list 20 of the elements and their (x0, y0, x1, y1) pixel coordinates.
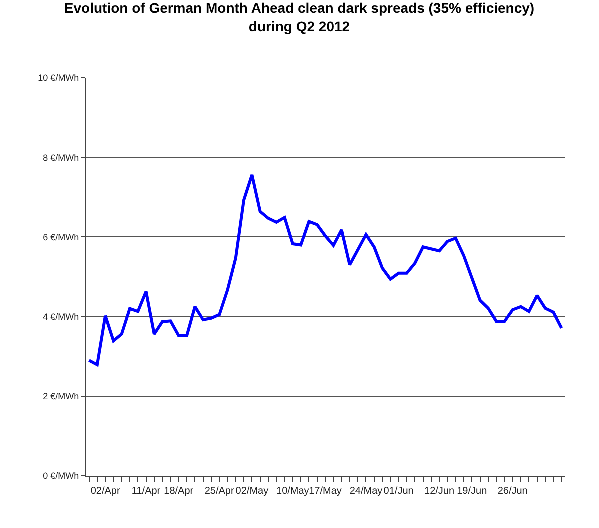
chart-title: Evolution of German Month Ahead clean dark spreads (35% efficiency) during Q2 2012 (64, 0, 535, 34)
x-tick-label: 24/May (350, 486, 383, 497)
x-tick-label: 10/May (276, 486, 310, 497)
x-tick-label: 12/Jun (424, 486, 455, 497)
x-tick-label: 25/Apr (204, 486, 235, 497)
x-tick-label: 11/Apr (132, 486, 162, 497)
y-tick-label: 2 €/MWh (43, 392, 80, 402)
y-tick-label: 10 €/MWh (38, 73, 80, 84)
y-tick-label: 0 €/MWh (43, 471, 80, 482)
x-tick-label: 19/Jun (457, 486, 488, 497)
x-tick-label: 18/Apr (164, 486, 194, 497)
x-tick-label: 26/Jun (498, 486, 528, 497)
x-tick-label: 17/May (309, 486, 342, 497)
y-tick-label: 4 €/MWh (43, 312, 80, 322)
x-tick-label: 01/Jun (384, 486, 414, 497)
x-tick-label: 02/Apr (90, 486, 121, 497)
line-series (88, 174, 564, 366)
y-tick-label: 8 €/MWh (43, 152, 80, 163)
x-tick-label: 02/May (236, 486, 269, 497)
y-tick-label: 6 €/MWh (43, 232, 80, 242)
